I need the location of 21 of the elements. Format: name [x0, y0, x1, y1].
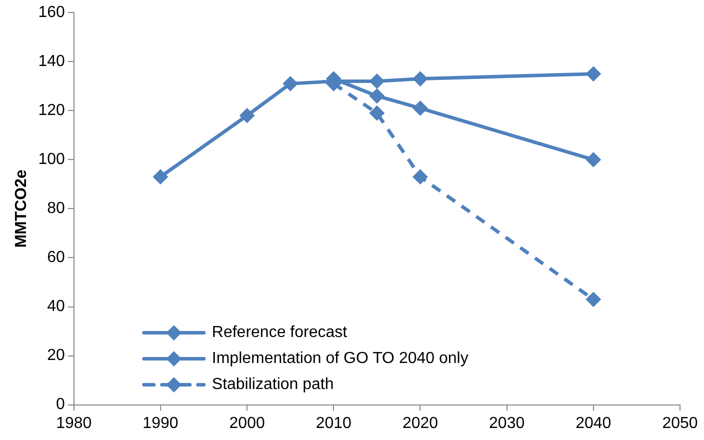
x-tick-label: 2010 [316, 414, 352, 432]
legend-label: Implementation of GO TO 2040 only [212, 350, 468, 368]
y-tick-label: 80 [47, 200, 65, 218]
legend-label: Reference forecast [212, 324, 348, 342]
y-tick-label: 60 [47, 249, 65, 266]
y-tick-label: 100 [38, 151, 65, 168]
y-tick-label: 120 [38, 102, 65, 120]
y-tick-label: 0 [56, 396, 65, 414]
x-tick-label: 2030 [489, 414, 525, 432]
y-tick-label: 140 [38, 53, 65, 70]
x-tick-label: 2000 [229, 414, 265, 432]
x-tick-label: 2050 [662, 414, 698, 432]
x-tick-label: 2040 [576, 414, 612, 432]
x-tick-label: 1990 [142, 414, 178, 432]
y-tick-label: 40 [47, 298, 65, 316]
y-tick-label: 20 [47, 347, 65, 364]
y-tick-label: 160 [38, 4, 65, 22]
x-tick-label: 2020 [402, 414, 438, 432]
legend-label: Stabilization path [212, 376, 334, 394]
y-axis-title: MMTCO2e [13, 169, 30, 248]
x-tick-label: 1980 [56, 414, 92, 432]
